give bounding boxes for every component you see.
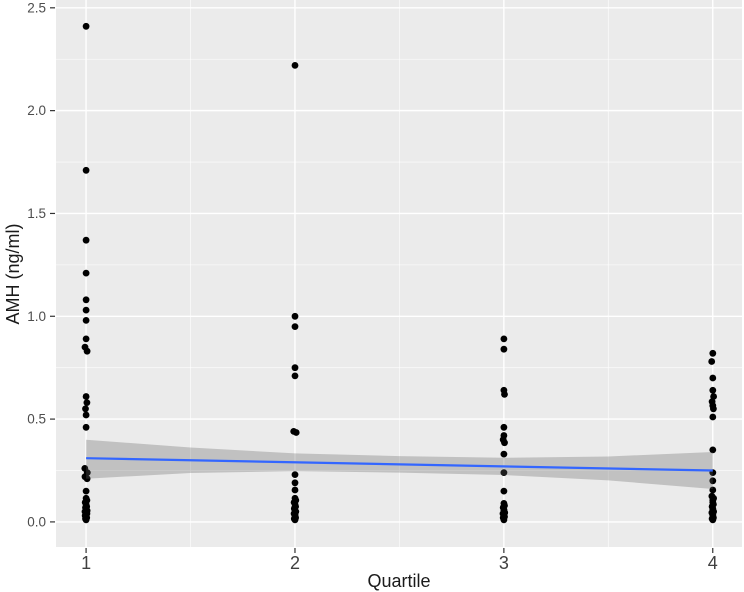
data-point (82, 317, 90, 324)
data-point (82, 423, 90, 431)
data-point (709, 477, 717, 485)
data-point (500, 450, 508, 458)
data-point (82, 269, 90, 277)
data-point (709, 486, 717, 494)
data-point (82, 236, 90, 244)
data-point (709, 516, 717, 524)
data-point (83, 347, 91, 355)
data-point (82, 487, 90, 495)
data-point (82, 516, 90, 524)
data-point (709, 386, 717, 394)
data-point (82, 393, 90, 400)
data-point (710, 393, 717, 400)
data-point (500, 469, 508, 476)
data-point (82, 411, 90, 419)
data-point (82, 335, 90, 343)
data-point (291, 62, 299, 69)
x-tick-label: 1 (81, 553, 91, 573)
data-point (291, 486, 299, 494)
y-tick-label: 1.5 (27, 206, 46, 221)
data-point (291, 471, 299, 478)
regression-line (86, 457, 713, 472)
y-tick-label: 2.0 (27, 103, 46, 118)
x-tick-label: 4 (708, 553, 718, 573)
data-point (500, 487, 508, 495)
data-point (291, 323, 299, 330)
x-tick-label: 3 (499, 553, 509, 573)
data-point (501, 391, 508, 398)
data-point (500, 345, 508, 353)
y-tick-label: 1.0 (27, 309, 46, 324)
data-point (709, 446, 717, 454)
data-point (291, 364, 299, 372)
data-point (501, 439, 508, 447)
data-point (291, 479, 299, 487)
data-point (500, 423, 508, 431)
data-point (82, 296, 90, 304)
data-point (709, 374, 717, 382)
data-point (82, 405, 89, 413)
data-point (500, 335, 508, 343)
y-tick-label: 0.5 (27, 412, 46, 427)
data-point (500, 516, 508, 524)
data-point (709, 349, 717, 357)
data-point (83, 475, 91, 483)
x-axis-title: Quartile (367, 571, 431, 591)
data-point (292, 429, 300, 436)
data-point (291, 312, 299, 320)
data-point (708, 358, 716, 365)
data-point (710, 405, 717, 413)
data-point (291, 372, 299, 380)
data-point (82, 166, 90, 174)
data-point (82, 306, 90, 314)
y-tick-label: 0.0 (27, 514, 46, 529)
y-axis-title: AMH (ng/ml) (3, 223, 23, 325)
y-tick-label: 2.5 (27, 0, 46, 15)
data-point (83, 399, 91, 406)
data-point (291, 516, 299, 524)
x-tick-label: 2 (290, 553, 300, 573)
data-point (709, 413, 717, 421)
plot-panel (56, 0, 742, 547)
data-point (82, 22, 90, 30)
